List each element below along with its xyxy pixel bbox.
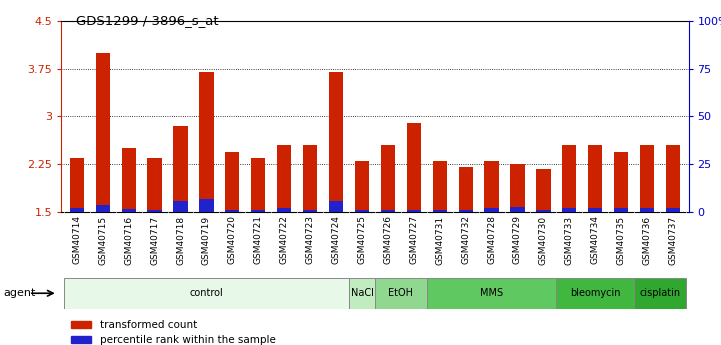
- Bar: [96, 53, 110, 212]
- Bar: [485, 208, 499, 212]
- Text: GSM40718: GSM40718: [176, 215, 185, 265]
- Text: GSM40732: GSM40732: [461, 215, 470, 265]
- Bar: [303, 210, 317, 212]
- Bar: [122, 148, 136, 212]
- Text: cisplatin: cisplatin: [640, 288, 681, 298]
- Bar: [562, 208, 577, 212]
- Bar: [666, 145, 680, 212]
- Text: GSM40719: GSM40719: [202, 215, 211, 265]
- Bar: [427, 278, 557, 309]
- Bar: [96, 205, 110, 212]
- Bar: [381, 145, 395, 212]
- Text: GSM40716: GSM40716: [124, 215, 133, 265]
- Bar: [536, 169, 551, 212]
- Bar: [433, 161, 447, 212]
- Text: GSM40736: GSM40736: [642, 215, 652, 265]
- Bar: [634, 278, 686, 309]
- Bar: [173, 126, 187, 212]
- Bar: [329, 201, 343, 212]
- Bar: [199, 199, 213, 212]
- Bar: [251, 158, 265, 212]
- Bar: [562, 145, 577, 212]
- Text: GSM40733: GSM40733: [565, 215, 574, 265]
- Bar: [303, 145, 317, 212]
- Bar: [173, 201, 187, 212]
- Bar: [277, 145, 291, 212]
- Bar: [70, 208, 84, 212]
- Bar: [459, 168, 473, 212]
- Bar: [148, 210, 162, 212]
- Text: agent: agent: [4, 288, 36, 298]
- Bar: [588, 145, 602, 212]
- Text: EtOH: EtOH: [389, 288, 413, 298]
- Bar: [666, 208, 680, 212]
- Bar: [225, 210, 239, 212]
- Bar: [355, 161, 369, 212]
- Text: GSM40717: GSM40717: [150, 215, 159, 265]
- Bar: [459, 210, 473, 212]
- Text: GSM40725: GSM40725: [358, 215, 366, 265]
- Bar: [349, 278, 375, 309]
- Bar: [640, 208, 654, 212]
- Bar: [407, 123, 421, 212]
- Bar: [148, 158, 162, 212]
- Bar: [277, 208, 291, 212]
- Bar: [355, 210, 369, 212]
- Legend: transformed count, percentile rank within the sample: transformed count, percentile rank withi…: [66, 316, 280, 345]
- Text: GSM40715: GSM40715: [98, 215, 107, 265]
- Text: GSM40727: GSM40727: [410, 215, 418, 265]
- Bar: [614, 208, 628, 212]
- Bar: [433, 210, 447, 212]
- Text: GSM40720: GSM40720: [228, 215, 237, 265]
- Bar: [199, 72, 213, 212]
- Text: GSM40726: GSM40726: [384, 215, 392, 265]
- Text: GSM40734: GSM40734: [590, 215, 600, 265]
- Text: GSM40728: GSM40728: [487, 215, 496, 265]
- Bar: [640, 145, 654, 212]
- Bar: [251, 210, 265, 212]
- Bar: [536, 210, 551, 212]
- Bar: [329, 72, 343, 212]
- Text: bleomycin: bleomycin: [570, 288, 621, 298]
- Bar: [614, 151, 628, 212]
- Bar: [510, 207, 525, 212]
- Text: GSM40714: GSM40714: [72, 215, 81, 265]
- Text: GSM40729: GSM40729: [513, 215, 522, 265]
- Bar: [225, 151, 239, 212]
- Bar: [485, 161, 499, 212]
- Text: GDS1299 / 3896_s_at: GDS1299 / 3896_s_at: [76, 14, 218, 27]
- Bar: [64, 278, 349, 309]
- Text: GSM40730: GSM40730: [539, 215, 548, 265]
- Text: GSM40721: GSM40721: [254, 215, 262, 265]
- Bar: [70, 158, 84, 212]
- Bar: [557, 278, 634, 309]
- Text: NaCl: NaCl: [350, 288, 373, 298]
- Text: GSM40737: GSM40737: [668, 215, 678, 265]
- Bar: [407, 210, 421, 212]
- Text: GSM40731: GSM40731: [435, 215, 444, 265]
- Text: GSM40722: GSM40722: [280, 215, 288, 264]
- Text: GSM40724: GSM40724: [332, 215, 340, 264]
- Bar: [510, 164, 525, 212]
- Bar: [375, 278, 427, 309]
- Text: MMS: MMS: [480, 288, 503, 298]
- Text: control: control: [190, 288, 224, 298]
- Text: GSM40723: GSM40723: [306, 215, 314, 265]
- Bar: [122, 209, 136, 212]
- Text: GSM40735: GSM40735: [616, 215, 626, 265]
- Bar: [381, 210, 395, 212]
- Bar: [588, 208, 602, 212]
